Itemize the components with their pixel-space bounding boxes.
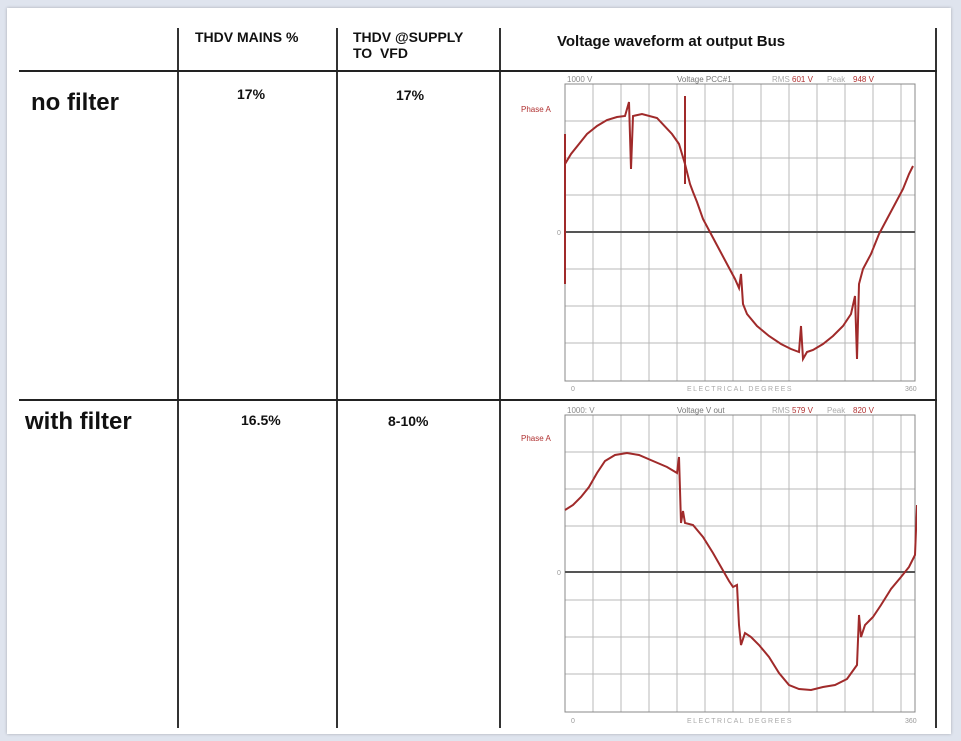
x-axis-label: ELECTRICAL DEGREES	[687, 718, 793, 725]
header-rule	[19, 70, 937, 72]
header-thdv-supply: THDV @SUPPLY TO VFD	[353, 29, 464, 61]
thdv-mains-value: 16.5%	[241, 412, 281, 428]
peak-value: 820 V	[853, 406, 875, 415]
row-label-no-filter: no filter	[31, 89, 119, 116]
phase-label: Phase A	[521, 105, 551, 114]
peak-label: Peak	[827, 406, 846, 415]
rms-label: RMS	[772, 75, 790, 84]
phase-label: Phase A	[521, 434, 551, 443]
y-zero-label: 0	[557, 230, 561, 237]
peak-label: Peak	[827, 75, 846, 84]
rms-value: 579 V	[792, 406, 814, 415]
x-start-label: 0	[571, 386, 575, 393]
x-start-label: 0	[571, 718, 575, 725]
oscilloscope-plot-no-filter: 1000 V Voltage PCC#1 RMS 601 V Peak 948 …	[521, 75, 917, 393]
x-axis-label: ELECTRICAL DEGREES	[687, 386, 793, 393]
header-voltage-waveform: Voltage waveform at output Bus	[557, 33, 786, 50]
scope-frame	[564, 414, 916, 713]
column-divider	[499, 28, 501, 728]
scope-scale-label: 1000 V	[567, 75, 593, 84]
voltage-trace	[564, 101, 914, 363]
thdv-supply-value: 8-10%	[388, 413, 429, 429]
column-divider	[336, 28, 338, 728]
row-divider	[19, 399, 937, 401]
thdv-supply-value: 17%	[396, 87, 425, 103]
voltage-trace	[564, 451, 917, 692]
column-divider	[177, 28, 179, 728]
y-zero-label: 0	[557, 570, 561, 577]
scope-scale-label: 1000: V	[567, 406, 595, 415]
peak-value: 948 V	[853, 75, 875, 84]
x-end-label: 360	[905, 386, 917, 393]
table-right-border	[935, 28, 937, 728]
oscilloscope-plot-with-filter: 1000: V Voltage V out RMS 579 V Peak 820…	[521, 406, 917, 725]
scope-title: Voltage V out	[677, 406, 725, 415]
rms-value: 601 V	[792, 75, 814, 84]
comparison-table: THDV MAINS % THDV @SUPPLY TO VFD Voltage…	[7, 8, 951, 734]
scope-title: Voltage PCC#1	[677, 75, 732, 84]
scope-grid	[564, 414, 915, 713]
thdv-mains-value: 17%	[237, 86, 266, 102]
x-end-label: 360	[905, 718, 917, 725]
rms-label: RMS	[772, 406, 790, 415]
row-label-with-filter: with filter	[25, 408, 132, 435]
header-thdv-mains: THDV MAINS %	[195, 29, 299, 45]
